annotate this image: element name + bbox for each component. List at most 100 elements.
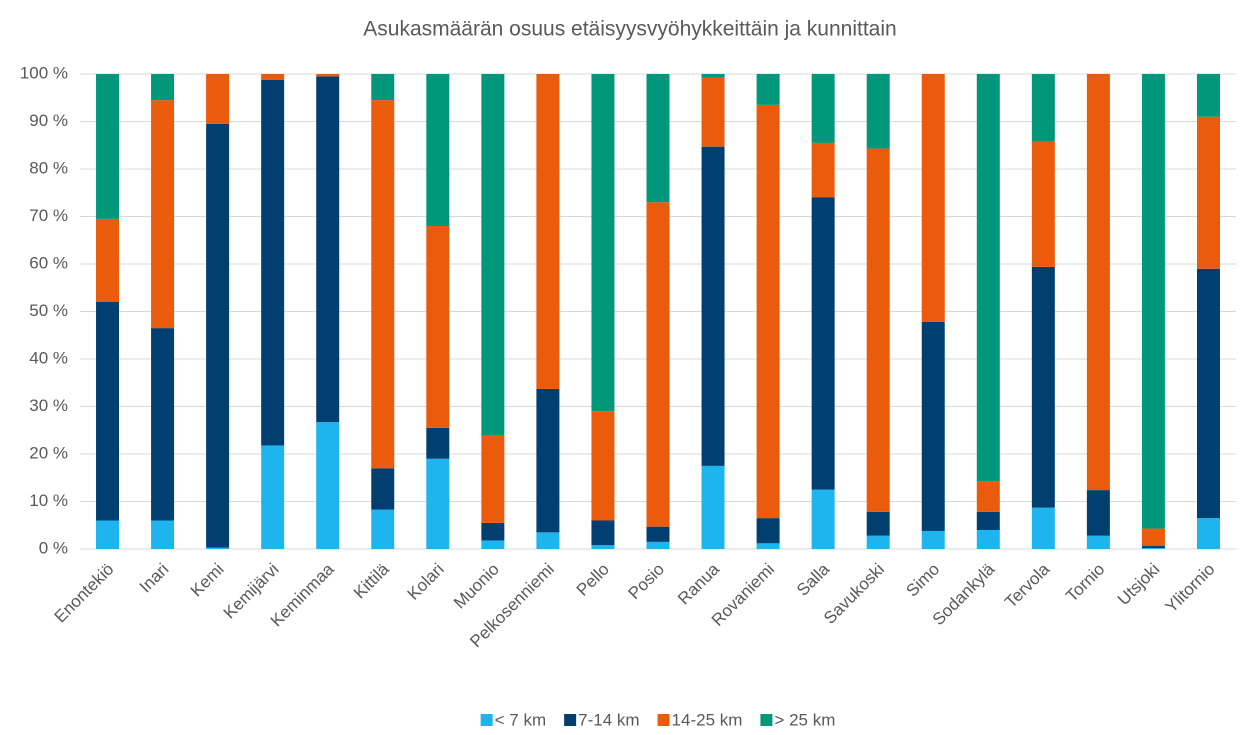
x-tick-label: Ranua [674, 559, 723, 608]
bar-segment [1141, 545, 1165, 549]
bar-segment [1141, 528, 1165, 546]
bar-segment [1086, 74, 1110, 491]
bar-segment [96, 520, 120, 549]
bar-segment [756, 74, 780, 105]
bar-segment [316, 74, 340, 77]
legend-label: > 25 km [774, 710, 835, 729]
y-tick-label: 50 % [29, 301, 68, 320]
bar-segment [646, 541, 670, 549]
bar-segment [646, 526, 670, 542]
legend-label: 7-14 km [578, 710, 639, 729]
bar-segment [96, 302, 120, 521]
bar-segment [426, 427, 450, 459]
bar-segment [1196, 268, 1220, 519]
bar-segment [316, 422, 340, 549]
legend-label: < 7 km [495, 710, 547, 729]
bar-segment [591, 520, 615, 546]
legend-label: 14-25 km [672, 710, 743, 729]
bar-segment [371, 468, 395, 510]
y-tick-label: 90 % [29, 111, 68, 130]
bar-segment [261, 445, 285, 549]
x-tick-label: Tervola [1001, 559, 1054, 612]
bar-segment [1141, 548, 1165, 549]
bar-segment [646, 202, 670, 527]
bar-segment [976, 530, 1000, 549]
bar-segment [921, 74, 945, 322]
bar-segment [316, 76, 340, 423]
legend: < 7 km 7-14 km 14-25 km > 25 km [480, 710, 835, 729]
bar-segment [536, 532, 560, 549]
y-tick-label: 80 % [29, 158, 68, 177]
bar-segment [536, 74, 560, 389]
bar-segment [591, 74, 615, 412]
bar-segment [591, 545, 615, 549]
bar-segment [701, 146, 725, 466]
bar-segment [1141, 74, 1165, 529]
bar-segment [701, 74, 725, 78]
bar-segment [756, 104, 780, 519]
bar-segment [701, 77, 725, 147]
bar-segment [206, 547, 230, 549]
bar-segment [371, 100, 395, 469]
bar-segment [261, 79, 285, 446]
bar-segment [921, 530, 945, 549]
legend-swatch [760, 714, 773, 726]
bar-segment [151, 328, 175, 521]
bar-segment [866, 535, 890, 549]
x-tick-label: Kolari [404, 560, 448, 604]
bar-segment [151, 100, 175, 329]
bar-segment [426, 458, 450, 549]
x-tick-label: Salla [793, 559, 834, 600]
y-tick-label: 30 % [29, 396, 68, 415]
bar-segment [1196, 74, 1220, 117]
bar-segment [976, 74, 1000, 482]
bar-segment [976, 481, 1000, 512]
bar-segment [921, 321, 945, 531]
bar-segment [481, 522, 505, 541]
x-tick-label: Utsjoki [1114, 560, 1164, 610]
bar-segment [96, 218, 120, 302]
y-tick-label: 20 % [29, 443, 68, 462]
x-tick-label: Pello [573, 560, 613, 600]
bar-segment [481, 435, 505, 523]
x-tick-label: Kittilä [350, 559, 393, 602]
y-tick-label: 70 % [29, 206, 68, 225]
bar-segment [426, 226, 450, 428]
bar-segment [536, 388, 560, 533]
bar-segment [481, 74, 505, 435]
bar-segment [206, 74, 230, 124]
bar-segment [426, 74, 450, 226]
bar-segment [756, 518, 780, 544]
bar-segment [1196, 116, 1220, 269]
x-tick-label: Posio [624, 560, 668, 604]
bar-segment [1086, 490, 1110, 536]
bar-segment [206, 123, 230, 548]
bar-segment [151, 74, 175, 101]
bar-segment [481, 540, 505, 549]
bar-segment [811, 74, 835, 143]
x-tick-label: Enontekiö [51, 560, 118, 627]
x-tick-label: Muonio [450, 560, 503, 613]
bar-segment [1031, 74, 1055, 142]
bar-segment [1086, 535, 1110, 549]
bar-segment [811, 197, 835, 490]
bar-segment [866, 148, 890, 512]
x-tick-label: Kemi [187, 560, 228, 601]
bar-segment [756, 543, 780, 549]
y-tick-label: 0 % [39, 538, 68, 557]
legend-swatch [657, 714, 670, 726]
x-tick-label: Ylitornio [1162, 560, 1219, 617]
y-tick-label: 10 % [29, 491, 68, 510]
bar-segment [371, 509, 395, 549]
bar-segment [151, 520, 175, 549]
chart-title: Asukasmäärän osuus etäisyysvyöhykkeittäi… [363, 18, 896, 41]
legend-swatch [480, 714, 493, 726]
legend-swatch [564, 714, 577, 726]
bar-segment [1196, 518, 1220, 549]
bar-segment [866, 74, 890, 149]
bar-segment [96, 74, 120, 219]
x-tick-label: Tornio [1062, 560, 1108, 606]
bar-segment [1031, 266, 1055, 508]
bar-segment [811, 489, 835, 549]
